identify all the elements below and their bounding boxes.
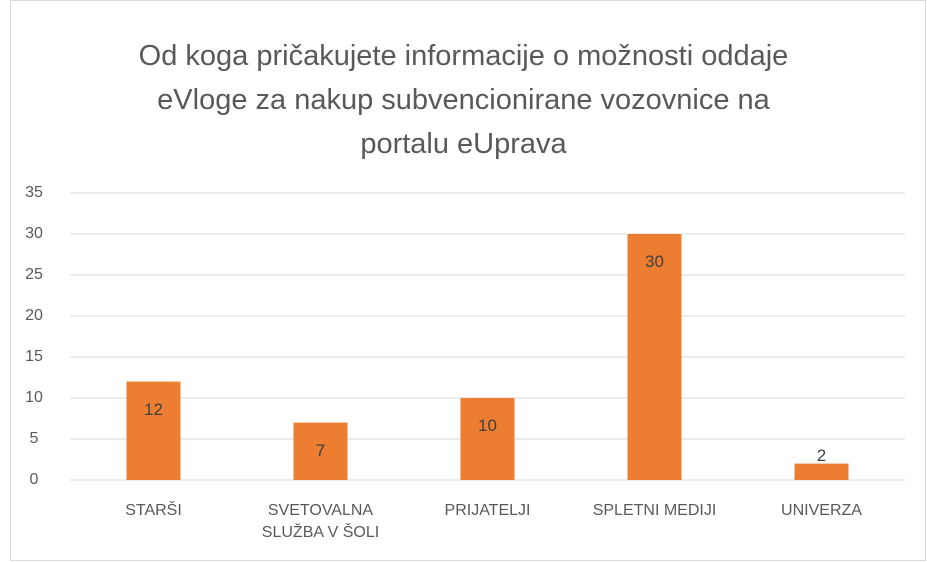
y-tick-label: 10 <box>25 389 43 406</box>
chart-title: Od koga pričakujete informacije o možnos… <box>138 40 789 160</box>
data-label: 7 <box>315 440 326 460</box>
y-tick-label: 25 <box>25 266 43 283</box>
data-label: 2 <box>816 445 827 465</box>
y-tick-label: 30 <box>25 225 43 242</box>
y-tick-label: 5 <box>29 430 39 447</box>
bar <box>293 422 348 480</box>
bar <box>126 381 181 480</box>
data-label: 10 <box>478 416 497 435</box>
x-tick-label: SPLETNI MEDIJI <box>592 502 717 519</box>
x-tick-label: PRIJATELJI <box>444 502 531 519</box>
y-tick-label: 15 <box>25 348 43 365</box>
y-tick-label: 0 <box>29 471 39 488</box>
bar <box>460 398 515 480</box>
bar <box>794 463 849 480</box>
data-label: 30 <box>645 252 664 271</box>
y-tick-label: 35 <box>25 184 43 201</box>
data-label: 12 <box>144 399 163 419</box>
bar <box>627 234 682 480</box>
x-tick-label: SVETOVALNA SLUŽBA V ŠOLI <box>261 502 380 541</box>
chart-border <box>10 0 926 561</box>
y-tick-label: 20 <box>25 307 43 324</box>
x-tick-label: UNIVERZA <box>781 502 862 519</box>
x-tick-label: STARŠI <box>125 502 182 519</box>
